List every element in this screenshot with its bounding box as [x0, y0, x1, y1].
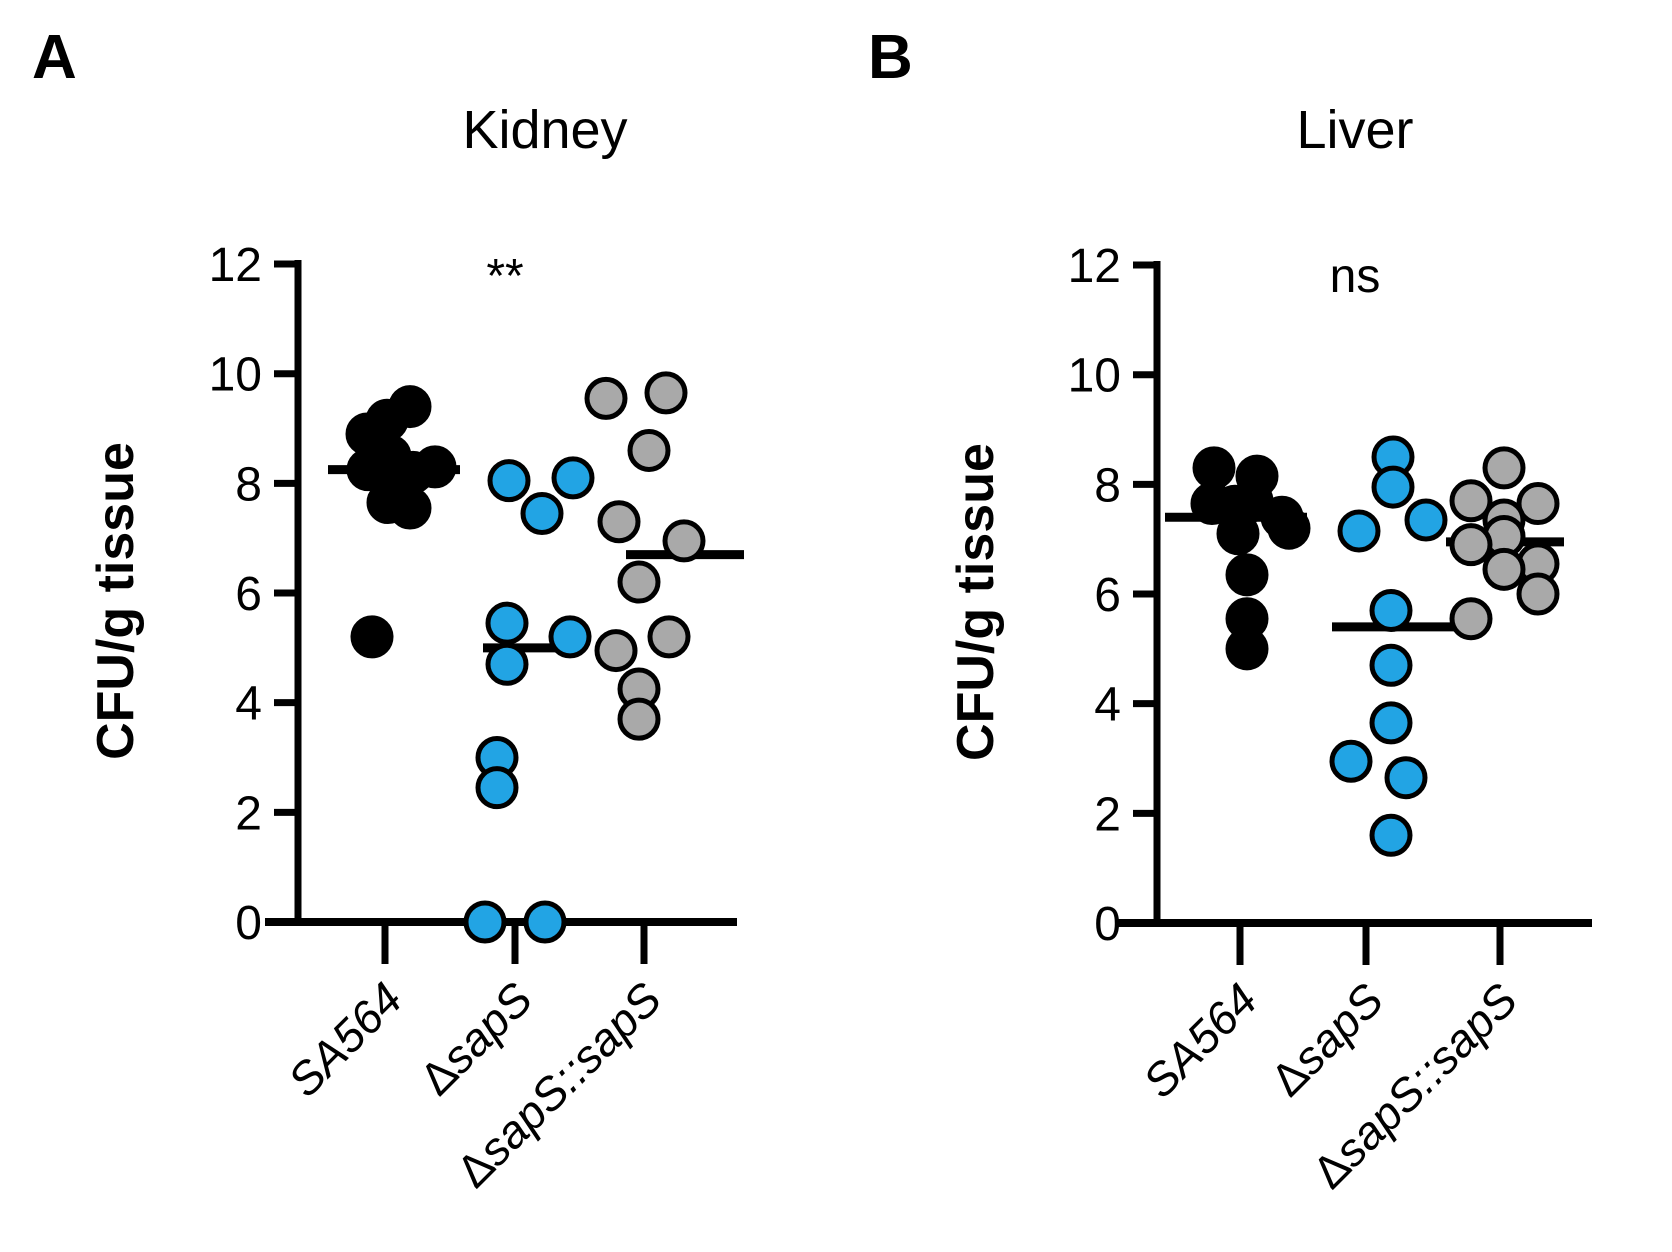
data-point: [662, 519, 706, 563]
y-tick-label: 0: [1094, 898, 1121, 951]
y-tick-label: 6: [1094, 569, 1121, 622]
y-tick-label: 8: [1094, 459, 1121, 512]
data-point: [1482, 446, 1526, 490]
data-point: [487, 459, 531, 503]
data-point: [617, 560, 661, 604]
data-point: [346, 448, 390, 492]
data-point: [627, 428, 671, 472]
data-point: [485, 601, 529, 645]
data-point: [1384, 756, 1428, 800]
data-point: [644, 371, 688, 415]
y-tick-label: 2: [1094, 788, 1121, 841]
data-point: [584, 376, 628, 420]
y-tick-label: 2: [235, 787, 262, 840]
panel-title: Liver: [1296, 100, 1413, 160]
data-point: [1192, 446, 1236, 490]
data-point: [350, 615, 394, 659]
data-point: [1369, 813, 1413, 857]
data-point: [548, 615, 592, 659]
data-point: [1449, 479, 1493, 523]
y-tick-label: 4: [1094, 679, 1121, 732]
data-point: [1449, 523, 1493, 567]
data-point: [1225, 553, 1269, 597]
data-point: [1516, 572, 1560, 616]
y-tick-label: 4: [235, 678, 262, 731]
x-category-label: ΔsapS: [1260, 973, 1393, 1106]
data-point: [1329, 739, 1373, 783]
significance-label: **: [486, 250, 523, 303]
data-point: [597, 500, 641, 544]
panel-title: Kidney: [462, 100, 627, 160]
data-point: [594, 629, 638, 673]
data-point: [388, 486, 432, 530]
data-point: [1369, 701, 1413, 745]
y-axis-label: CFU/g tissue: [947, 443, 1005, 761]
data-point: [523, 900, 567, 944]
data-point: [1371, 465, 1415, 509]
data-point: [1225, 627, 1269, 671]
y-tick-label: 10: [1068, 350, 1121, 403]
data-point: [1337, 509, 1381, 553]
data-point: [647, 615, 691, 659]
y-tick-label: 10: [209, 349, 262, 402]
panel-letter: B: [868, 23, 913, 92]
significance-label: ns: [1330, 250, 1381, 303]
data-point: [617, 697, 661, 741]
data-point: [475, 766, 519, 810]
x-category-label: SA564: [1133, 973, 1267, 1107]
data-point: [1482, 547, 1526, 591]
x-category-label: SA564: [278, 972, 412, 1106]
data-point: [1449, 597, 1493, 641]
data-point: [463, 900, 507, 944]
data-point: [1216, 512, 1260, 556]
data-point: [551, 456, 595, 500]
y-axis-label: CFU/g tissue: [87, 442, 145, 760]
data-point: [1516, 482, 1560, 526]
y-tick-label: 12: [1068, 240, 1121, 293]
y-tick-label: 6: [235, 568, 262, 621]
y-tick-label: 0: [235, 897, 262, 950]
data-point: [485, 642, 529, 686]
y-tick-label: 12: [209, 239, 262, 292]
data-point: [1404, 498, 1448, 542]
data-point: [1369, 643, 1413, 687]
y-tick-label: 8: [235, 458, 262, 511]
data-point: [1369, 588, 1413, 632]
data-point: [1267, 506, 1311, 550]
panel-letter: A: [32, 23, 77, 92]
data-point: [520, 492, 564, 536]
